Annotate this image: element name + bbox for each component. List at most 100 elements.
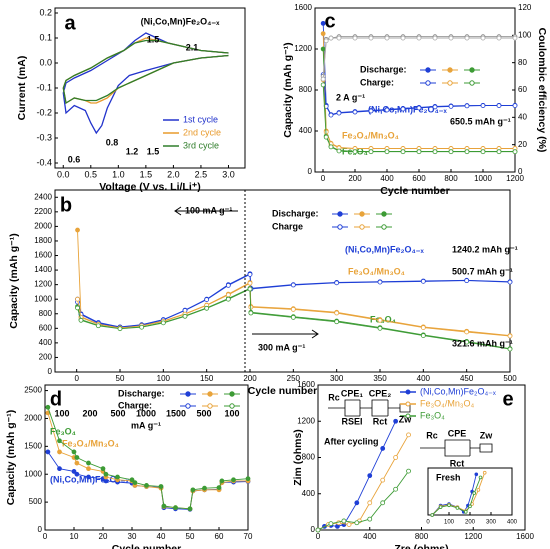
y-axis-label: Zim (ohms) — [292, 429, 304, 486]
data-point — [57, 438, 62, 444]
y-tick-label: 1800 — [34, 236, 52, 245]
annotation: Rct — [373, 416, 388, 426]
annotation: CPE₁ — [341, 388, 364, 398]
series-label: (Ni,Co,Mn)Fe₂O₄₋ₓ — [345, 244, 425, 254]
data-point — [139, 324, 145, 330]
y-tick-label: 1500 — [24, 441, 42, 450]
legend-label: Charge — [272, 221, 303, 231]
x-tick-label: 30 — [128, 532, 137, 541]
data-point — [346, 522, 352, 527]
data-point — [86, 474, 91, 480]
legend-marker — [405, 413, 411, 419]
y-axis-label: Current (mA) — [16, 56, 28, 121]
y2-axis-label: Coulombic efficiency (%) — [536, 28, 548, 153]
legend-marker — [207, 403, 213, 409]
data-point — [144, 482, 149, 488]
data-point — [393, 486, 399, 492]
legend-label: (Ni,Co,Mn)Fe₂O₄₋ₓ — [420, 386, 496, 396]
y-tick-label: 0 — [48, 367, 53, 376]
series-label: Fe₃O₄ — [50, 426, 76, 436]
data-point — [290, 306, 296, 312]
annotation: 1.5 — [147, 34, 160, 44]
data-point — [323, 38, 329, 44]
data-point — [478, 475, 483, 480]
data-point — [393, 455, 399, 460]
x-tick-label: 400 — [363, 532, 377, 541]
series-label: Fe₃O₄ — [370, 314, 396, 324]
data-point — [448, 104, 454, 109]
y-tick-label: 800 — [299, 85, 313, 94]
data-point — [468, 504, 472, 509]
annotation: 500 — [110, 408, 125, 418]
annotation: After cycling — [324, 436, 379, 446]
annotation: RSEI — [341, 416, 362, 426]
data-point — [75, 296, 80, 302]
series-label: (Ni,Co,Mn)Fe₂O₄₋ₓ — [50, 474, 130, 484]
x-tick-label: 200 — [348, 174, 362, 183]
annotation: 1.5 — [147, 146, 160, 156]
y-axis-label: Capacity (mAh g⁻¹) — [282, 42, 294, 137]
data-point — [447, 503, 451, 508]
data-point — [474, 472, 479, 477]
y-tick-label: 0.2 — [39, 7, 52, 17]
series-line — [322, 36, 515, 77]
legend-marker — [229, 403, 235, 409]
annotation: Fresh — [436, 472, 461, 482]
data-point — [420, 333, 426, 339]
annotation: Rc — [328, 392, 340, 402]
data-point — [320, 46, 326, 52]
legend-label: Discharge: — [360, 64, 407, 74]
x-tick-label: 100 — [444, 520, 455, 526]
annotation: 300 mA g⁻¹ — [258, 342, 305, 352]
x-tick-label: 0.5 — [85, 169, 98, 179]
data-point — [74, 460, 80, 466]
annotation: 1000 — [136, 408, 156, 418]
y-tick-label: 1400 — [34, 265, 52, 274]
panel-letter: e — [502, 388, 513, 410]
panel-letter: c — [324, 10, 335, 32]
data-point — [377, 325, 383, 331]
y-tick-label: 200 — [39, 353, 53, 362]
data-point — [219, 478, 225, 484]
data-point — [78, 317, 84, 323]
data-point — [400, 149, 406, 155]
annotation: 1240.2 mAh g⁻¹ — [452, 244, 518, 254]
data-point — [448, 35, 454, 41]
x-tick-label: 400 — [417, 374, 431, 383]
x-tick-label: 1200 — [464, 532, 482, 541]
data-point — [448, 149, 454, 155]
data-point — [86, 466, 91, 472]
data-point — [368, 149, 374, 155]
data-point — [420, 325, 426, 330]
data-point — [225, 282, 231, 288]
x-tick-label: 450 — [460, 374, 474, 383]
data-point — [245, 476, 251, 482]
x-tick-label: 3.0 — [222, 169, 235, 179]
legend-label: Fe₃O₄/Mn₃O₄ — [420, 398, 475, 408]
x-tick-label: 1.0 — [112, 169, 125, 179]
y-tick-label: 1200 — [34, 280, 52, 289]
annotation: 1.2 — [126, 146, 139, 156]
x-tick-label: 60 — [215, 532, 224, 541]
x-tick-label: 50 — [116, 374, 125, 383]
legend-label: Discharge: — [118, 388, 165, 398]
series-line — [62, 39, 229, 105]
data-point — [323, 134, 329, 140]
data-point — [320, 20, 326, 26]
data-point — [182, 313, 188, 319]
annotation: Zw — [399, 414, 412, 424]
x-tick-label: 70 — [244, 532, 253, 541]
data-point — [45, 449, 51, 455]
legend-marker — [185, 403, 191, 409]
data-point — [354, 520, 360, 526]
x-axis-label: Cycle number — [112, 543, 181, 549]
series-line — [322, 37, 515, 80]
y-tick-label: 1600 — [297, 380, 315, 389]
annotation: 321.6 mAh g⁻¹ — [452, 338, 513, 348]
annotation: 650.5 mAh g⁻¹ — [450, 116, 511, 126]
y-tick-label: 400 — [302, 489, 316, 498]
x-tick-label: 600 — [412, 174, 426, 183]
data-point — [384, 149, 390, 155]
data-point — [380, 446, 386, 451]
annotation: 100 mA g⁻¹ — [185, 205, 232, 215]
